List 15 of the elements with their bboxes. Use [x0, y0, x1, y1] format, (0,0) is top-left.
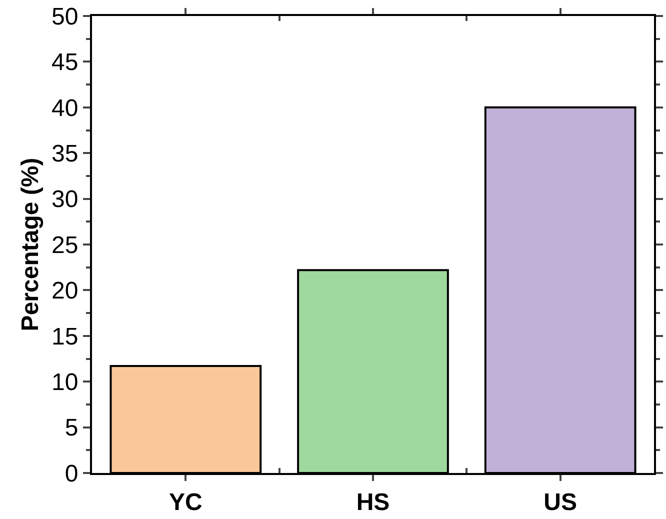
y-tick-label: 5 — [64, 414, 78, 442]
x-tick-label: US — [544, 488, 577, 516]
x-tick-label: YC — [169, 488, 202, 516]
y-tick-label: 15 — [51, 323, 78, 350]
y-tick-label: 45 — [51, 49, 78, 76]
y-tick-label: 40 — [51, 94, 78, 122]
y-tick-label: 35 — [51, 140, 78, 168]
y-tick-label: 0 — [64, 460, 78, 488]
x-tick-label: HS — [356, 488, 390, 516]
y-tick-label: 20 — [51, 278, 78, 305]
y-tick-label: 10 — [51, 369, 78, 396]
y-tick-label: 50 — [51, 3, 78, 30]
y-tick-label: 25 — [51, 232, 78, 259]
y-axis-title: Percentage (%) — [17, 158, 44, 332]
y-tick-label: 30 — [51, 186, 78, 214]
